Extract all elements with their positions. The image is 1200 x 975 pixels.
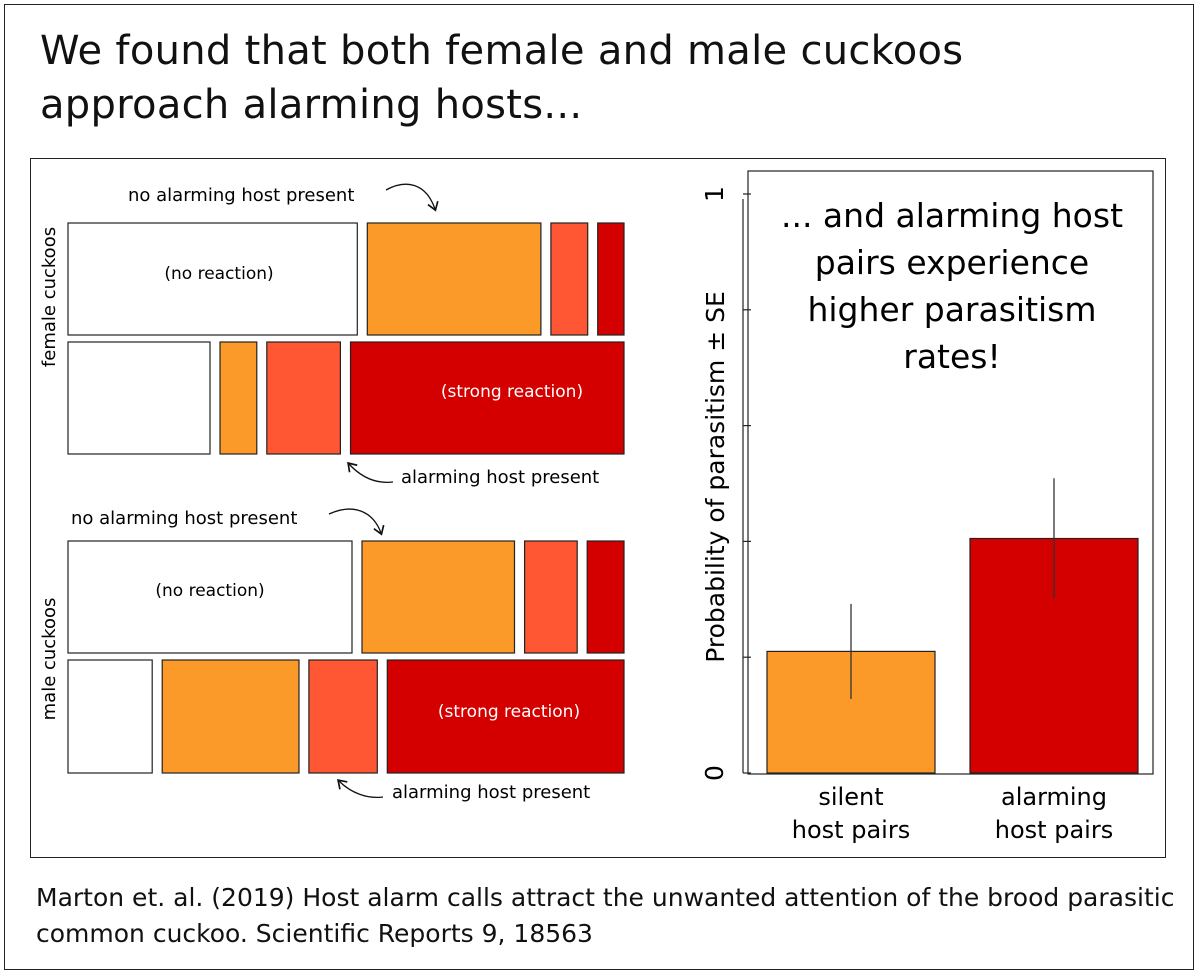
male-top-row <box>67 540 625 654</box>
female-no-alarm-medium-reaction-tile <box>550 222 589 336</box>
bar-title-line: higher parasitism <box>807 290 1096 329</box>
y-ticks: 01 <box>700 186 751 781</box>
female-alarm-no-reaction-tile <box>67 341 211 455</box>
male-top-arrow-label: no alarming host present <box>71 508 297 529</box>
female-no-alarm-no-reaction-tile <box>67 222 358 336</box>
x-tick-label: silent <box>818 783 883 811</box>
male-no-alarm-medium-reaction-tile <box>524 540 578 654</box>
male-no-alarm-weak-reaction-tile <box>361 540 516 654</box>
female-alarm-strong-reaction-tile <box>349 341 625 455</box>
bars <box>766 478 1139 774</box>
female-bottom-arrow-label: alarming host present <box>401 467 599 488</box>
figure-svg: female cuckoos no alarming host present … <box>39 170 1154 844</box>
x-tick-label: alarming <box>1001 783 1107 811</box>
bar-title-line: pairs experience <box>815 243 1090 282</box>
x-tick-label: host pairs <box>792 816 910 844</box>
y-tick-label: 1 <box>700 186 729 202</box>
x-tick-label: host pairs <box>995 816 1113 844</box>
female-no-alarm-weak-reaction-tile <box>366 222 542 336</box>
male-mosaic-chart: male cuckoos no alarming host present (n… <box>39 508 625 803</box>
female-top-row <box>67 222 625 336</box>
bar-title-line: rates! <box>903 337 1000 376</box>
female-top-arrow-label: no alarming host present <box>128 185 354 206</box>
male-top-arrow <box>328 508 385 536</box>
female-top-arrow <box>385 183 439 212</box>
citation: Marton et. al. (2019) Host alarm calls a… <box>36 883 1175 948</box>
y-axis-label: Probability of parasitism ± SE <box>701 291 730 663</box>
male-bottom-arrow-label: alarming host present <box>392 782 590 803</box>
male-no-alarm-strong-reaction-tile <box>586 540 625 654</box>
headline: We found that both female and male cucko… <box>40 28 964 128</box>
page-frame <box>4 4 1194 970</box>
male-bottom-arrow <box>337 779 384 799</box>
bar-chart-title: ... and alarming host pairs experience hig… <box>781 196 1123 376</box>
female-row-label: female cuckoos <box>39 227 60 367</box>
female-alarm-medium-reaction-tile <box>266 341 342 455</box>
female-no-reaction-label: (no reaction) <box>164 264 273 284</box>
male-alarm-weak-reaction-tile <box>161 659 300 774</box>
female-bottom-arrow <box>347 461 394 483</box>
female-no-alarm-strong-reaction-tile <box>597 222 625 336</box>
male-alarm-medium-reaction-tile <box>308 659 378 774</box>
male-no-alarm-no-reaction-tile <box>67 540 353 654</box>
bar-plot-area <box>747 170 1154 775</box>
parasitism-bar-chart: 01 Probability of parasitism ± SE silent… <box>700 170 1154 844</box>
y-tick-label: 0 <box>700 765 729 781</box>
female-alarm-weak-reaction-tile <box>219 341 258 455</box>
bar-title-line: ... and alarming host <box>781 196 1123 235</box>
male-bottom-row <box>67 659 625 774</box>
x-labels: silent host pairs alarming host pairs <box>792 783 1113 844</box>
male-row-label: male cuckoos <box>39 598 60 721</box>
male-alarm-strong-reaction-tile <box>386 659 625 774</box>
figure-panel: female cuckoos no alarming host present … <box>30 158 1166 858</box>
male-alarm-no-reaction-tile <box>67 659 153 774</box>
male-no-reaction-label: (no reaction) <box>155 581 264 601</box>
male-strong-reaction-label: (strong reaction) <box>438 702 580 722</box>
female-bottom-row <box>67 341 625 455</box>
female-mosaic-chart: female cuckoos no alarming host present … <box>39 183 625 488</box>
female-strong-reaction-label: (strong reaction) <box>441 382 583 402</box>
